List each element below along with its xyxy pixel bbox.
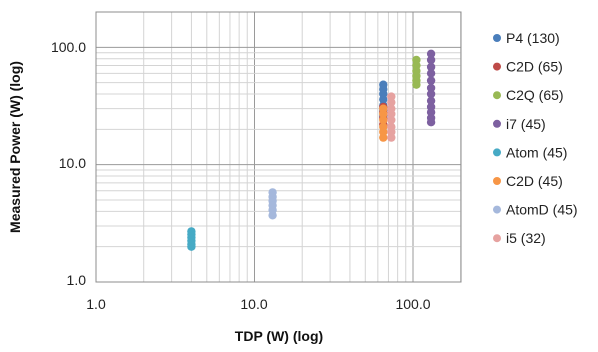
data-point — [379, 95, 388, 104]
data-point — [426, 62, 436, 72]
y-tick-label: 100.0 — [51, 39, 86, 55]
data-point — [426, 69, 436, 78]
data-points — [187, 49, 436, 251]
legend-marker — [493, 177, 501, 185]
data-point — [426, 55, 436, 65]
data-point — [387, 109, 396, 119]
data-point — [379, 115, 388, 125]
legend-marker — [493, 34, 501, 42]
legend-label: AtomD (45) — [506, 202, 578, 218]
x-axis-title: TDP (W) (log) — [235, 328, 323, 344]
plot-area-border — [95, 11, 462, 283]
legend-label: C2Q (65) — [506, 87, 564, 103]
data-point — [426, 89, 436, 99]
data-point — [426, 118, 436, 127]
legend-label: C2D (65) — [506, 59, 563, 75]
legend-marker — [493, 148, 501, 157]
legend-marker — [493, 234, 501, 243]
data-point — [426, 49, 436, 58]
y-tick-label: 1.0 — [67, 272, 87, 288]
data-point — [426, 83, 436, 93]
data-point — [379, 133, 388, 142]
grid — [95, 11, 462, 283]
legend-label: i5 (32) — [506, 230, 546, 246]
legend-label: C2D (45) — [506, 173, 563, 189]
data-point — [268, 211, 277, 220]
data-point — [426, 96, 436, 106]
y-tick-label: 10.0 — [59, 155, 86, 171]
legend-label: Atom (45) — [506, 144, 567, 160]
legend-label: P4 (130) — [506, 30, 560, 46]
legend-label: i7 (45) — [506, 116, 546, 132]
data-point — [387, 115, 396, 125]
data-point — [387, 98, 396, 107]
data-point — [379, 109, 388, 119]
legend-marker — [493, 91, 501, 100]
data-point — [412, 80, 421, 89]
data-point — [426, 76, 436, 85]
y-axis-title: Measured Power (W) (log) — [7, 61, 23, 233]
data-point — [187, 242, 196, 251]
legend-marker — [493, 62, 501, 71]
data-point — [387, 133, 396, 142]
data-point — [426, 108, 436, 117]
x-tick-label: 1.0 — [86, 296, 106, 312]
x-tick-label: 10.0 — [240, 296, 267, 312]
legend: P4 (130) C2D (65) C2Q (65) i7 (45) Atom (45)… — [493, 30, 578, 246]
x-tick-label: 100.0 — [395, 296, 430, 312]
legend-marker — [493, 119, 501, 128]
legend-marker — [493, 205, 501, 214]
